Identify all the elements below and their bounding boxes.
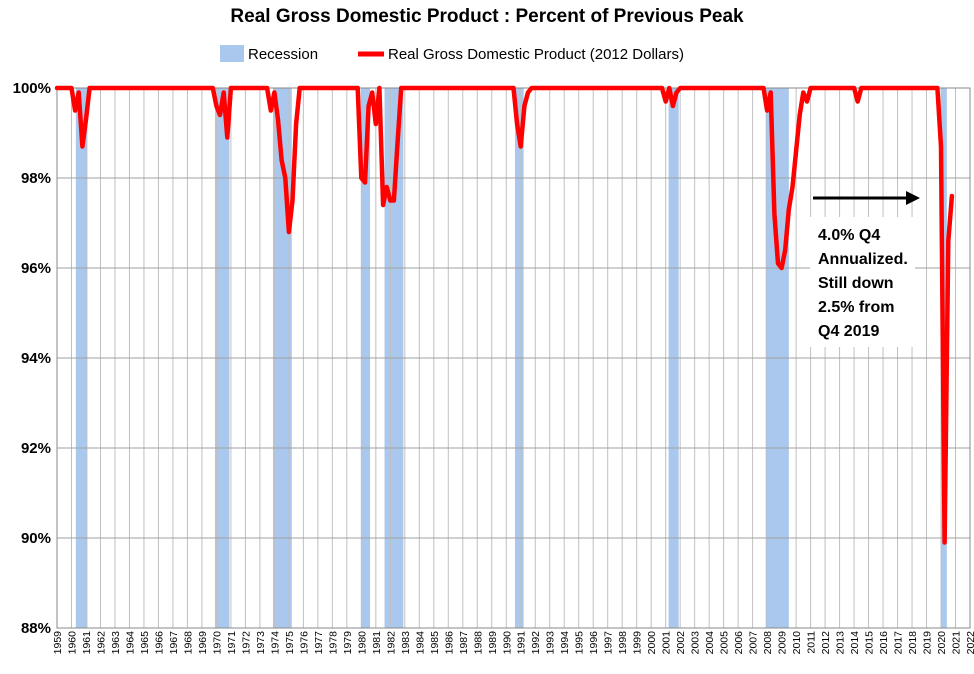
legend: Recession Real Gross Domestic Product (2… (220, 45, 684, 63)
x-tick-label: 1996 (588, 631, 600, 655)
x-tick-label: 1977 (313, 631, 325, 655)
x-tick-label: 1997 (603, 631, 615, 655)
x-tick-label: 2020 (936, 631, 948, 655)
x-tick-label: 1984 (414, 631, 426, 655)
x-tick-label: 2006 (733, 631, 745, 655)
x-tick-label: 1988 (472, 631, 484, 655)
x-tick-label: 1980 (356, 631, 368, 655)
x-tick-label: 2007 (748, 631, 760, 655)
annotation-line: Still down (818, 275, 894, 292)
x-tick-label: 1978 (327, 631, 339, 655)
x-tick-label: 1968 (182, 631, 194, 655)
x-tick-label: 1969 (197, 631, 209, 655)
x-tick-label: 1989 (487, 631, 499, 655)
series (54, 85, 955, 545)
x-tick-label: 1985 (429, 631, 441, 655)
x-tick-label: 1971 (226, 631, 238, 655)
annotation-line: Annualized. (818, 251, 908, 268)
legend-swatch-recession (220, 45, 244, 62)
x-tick-label: 2016 (878, 631, 890, 655)
x-tick-label: 1998 (617, 631, 629, 655)
chart-title: Real Gross Domestic Product : Percent of… (230, 6, 744, 27)
x-tick-label: 1974 (269, 631, 281, 655)
x-tick-label: 1993 (545, 631, 557, 655)
annotation-line: Q4 2019 (818, 323, 879, 340)
x-tick-label: 2003 (690, 631, 702, 655)
x-tick-label: 1959 (52, 631, 64, 655)
x-tick-label: 1976 (298, 631, 310, 655)
y-tick-label: 98% (21, 170, 51, 187)
y-tick-label: 92% (21, 440, 51, 457)
x-tick-label: 2000 (646, 631, 658, 655)
x-tick-label: 1961 (81, 631, 93, 655)
annotation-line: 4.0% Q4 (818, 227, 880, 244)
x-tick-label: 1990 (501, 631, 513, 655)
x-tick-label: 1999 (632, 631, 644, 655)
x-tick-label: 2004 (704, 631, 716, 655)
x-tick-label: 2019 (922, 631, 934, 655)
x-tick-label: 2012 (820, 631, 832, 655)
x-tick-label: 1987 (458, 631, 470, 655)
x-tick-label: 1964 (124, 631, 136, 655)
x-tick-label: 1982 (385, 631, 397, 655)
x-tick-label: 1975 (284, 631, 296, 655)
gridlines (56, 87, 971, 629)
annotation: 4.0% Q4 Annualized. Still down 2.5% from… (810, 191, 920, 347)
legend-label-gdp: Real Gross Domestic Product (2012 Dollar… (388, 46, 684, 63)
x-tick-label: 1983 (400, 631, 412, 655)
x-tick-label: 1970 (211, 631, 223, 655)
x-tick-label: 1973 (255, 631, 267, 655)
x-tick-label: 2022 (965, 631, 974, 655)
x-tick-label: 1972 (240, 631, 252, 655)
y-tick-label: 100% (13, 80, 51, 97)
x-tick-label: 2018 (907, 631, 919, 655)
gdp-series-line (54, 85, 955, 545)
x-axis-ticks: 1959 1960 1961 1962 1963 1964 1965 1966 1967 1968… (52, 631, 974, 655)
x-tick-label: 2002 (675, 631, 687, 655)
x-tick-label: 2011 (806, 631, 818, 654)
x-tick-label: 2014 (849, 631, 861, 655)
x-tick-label: 1995 (574, 631, 586, 655)
x-tick-label: 2017 (893, 631, 905, 655)
y-tick-label: 88% (21, 620, 51, 637)
y-tick-label: 90% (21, 530, 51, 547)
legend-label-recession: Recession (248, 46, 318, 63)
x-tick-label: 2005 (719, 631, 731, 655)
annotation-arrow-head (906, 191, 920, 205)
annotation-line: 2.5% from (818, 299, 894, 316)
x-tick-label: 2001 (661, 631, 673, 655)
x-tick-label: 2010 (791, 631, 803, 655)
annotation-text: 4.0% Q4 Annualized. Still down 2.5% from… (818, 227, 912, 340)
y-tick-label: 96% (21, 260, 51, 277)
x-tick-label: 1992 (530, 631, 542, 655)
x-tick-label: 1962 (95, 631, 107, 655)
x-tick-label: 2008 (762, 631, 774, 655)
x-tick-label: 1967 (168, 631, 180, 655)
y-axis-ticks: 100% 98% 96% 94% 92% 90% 88% (13, 80, 51, 637)
x-tick-label: 2021 (951, 631, 963, 655)
x-tick-label: 1981 (371, 631, 383, 655)
x-tick-label: 2013 (835, 631, 847, 655)
annotation-box (810, 217, 915, 347)
x-tick-label: 1991 (516, 631, 528, 655)
x-tick-label: 1960 (66, 631, 78, 655)
x-tick-label: 1979 (342, 631, 354, 655)
x-tick-label: 1965 (139, 631, 151, 655)
x-tick-label: 1994 (559, 631, 571, 655)
y-tick-label: 94% (21, 350, 51, 367)
x-tick-label: 1963 (110, 631, 122, 655)
x-tick-label: 1986 (443, 631, 455, 655)
x-tick-label: 2015 (864, 631, 876, 655)
x-tick-label: 1966 (153, 631, 165, 655)
x-tick-label: 2009 (777, 631, 789, 655)
